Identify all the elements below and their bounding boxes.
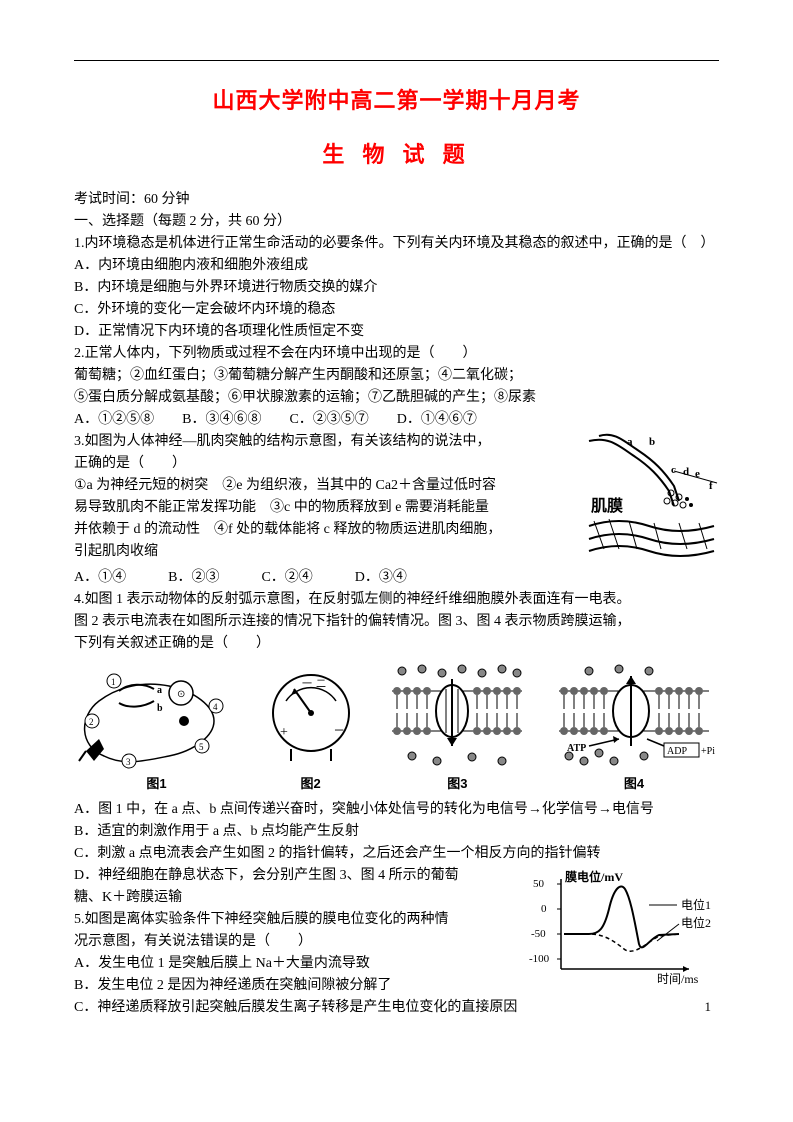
svg-text:5: 5 — [199, 742, 204, 752]
svg-text:0: 0 — [541, 903, 547, 915]
svg-text:b: b — [157, 703, 163, 714]
svg-text:b: b — [649, 436, 655, 448]
exam-title: 山西大学附中高二第一学期十月月考 — [74, 83, 719, 115]
q4-stem3: 下列有关叙述正确的是（ ） — [74, 633, 719, 655]
section-heading: 一、选择题（每题 2 分，共 60 分） — [74, 211, 719, 233]
q4-fig-labels: 图1 图2 图3 图4 — [74, 773, 719, 795]
svg-text:50: 50 — [533, 878, 545, 890]
q4-fig1: ⊙ a b 1 2 3 4 5 — [74, 661, 239, 771]
q3-fig-label: 肌膜 — [591, 497, 623, 515]
q4-optB: B．适宜的刺激作用于 a 点、b 点均能产生反射 — [74, 821, 719, 843]
q3-block: a b c d e f — [74, 431, 719, 567]
svg-text:2: 2 — [89, 717, 94, 727]
q4-stem1: 4.如图 1 表示动物体的反射弧示意图，在反射弧左侧的神经纤维细胞膜外表面连有一… — [74, 589, 719, 611]
exam-subtitle: 生 物 试 题 — [74, 137, 719, 169]
q2-stem: 2.正常人体内，下列物质或过程不会在内环境中出现的是（ ） — [74, 343, 719, 365]
q4-fig4: ATP ADP +Pi — [549, 661, 719, 771]
exam-page: 山西大学附中高二第一学期十月月考 生 物 试 题 考试时间：60 分钟 一、选择… — [0, 0, 793, 1049]
q4-optC: C．刺激 a 点电流表会产生如图 2 的指针偏转，之后还会产生一个相反方向的指针… — [74, 843, 719, 865]
svg-text:+: + — [280, 725, 288, 740]
q4-figures: ⊙ a b 1 2 3 4 5 — [74, 661, 719, 771]
top-rule — [74, 60, 719, 61]
fig3-label: 图3 — [382, 773, 532, 795]
svg-text:a: a — [157, 685, 162, 696]
body: 考试时间：60 分钟 一、选择题（每题 2 分，共 60 分） 1.内环境稳态是… — [74, 189, 719, 1019]
q1-stem: 1.内环境稳态是机体进行正常生命活动的必要条件。下列有关内环境及其稳态的叙述中，… — [74, 233, 719, 255]
svg-text:-100: -100 — [529, 953, 550, 965]
svg-text:二: 二 — [316, 679, 326, 690]
q5-chart: 50 0 -50 -100 膜电位/mV 时间/ms 电位1 — [529, 869, 719, 997]
q3-opts: A．①④ B．②③ C．②④ D．③④ — [74, 567, 719, 589]
svg-text:a: a — [627, 436, 633, 448]
q3-figure: a b c d e f — [579, 431, 719, 567]
fig2-label: 图2 — [256, 773, 366, 795]
q2-opts: A．①②⑤⑧ B．③④⑥⑧ C．②③⑤⑦ D．①④⑥⑦ — [74, 409, 719, 431]
svg-text:d: d — [683, 466, 689, 478]
q1-optB: B．内环境是细胞与外界环境进行物质交换的媒介 — [74, 277, 719, 299]
svg-text:+Pi: +Pi — [701, 746, 715, 757]
q4-optA: A．图 1 中，在 a 点、b 点间传递兴奋时，突触小体处信号的转化为电信号→化… — [74, 799, 719, 821]
svg-text:3: 3 — [126, 757, 131, 767]
svg-text:电位2: 电位2 — [681, 915, 711, 930]
svg-text:时间/ms: 时间/ms — [657, 972, 699, 986]
svg-text:c: c — [671, 464, 676, 476]
q2-line3: ⑤蛋白质分解成氨基酸；⑥甲状腺激素的运输；⑦乙酰胆碱的产生；⑧尿素 — [74, 387, 719, 409]
q5-block: 50 0 -50 -100 膜电位/mV 时间/ms 电位1 — [74, 865, 719, 997]
svg-text:膜电位/mV: 膜电位/mV — [565, 869, 623, 884]
svg-text:⊙: ⊙ — [177, 689, 185, 700]
fig4-label: 图4 — [549, 773, 719, 795]
q4-stem2: 图 2 表示电流表在如图所示连接的情况下指针的偏转情况。图 3、图 4 表示物质… — [74, 611, 719, 633]
svg-text:一: 一 — [302, 679, 312, 690]
svg-text:ADP: ADP — [667, 746, 687, 757]
q2-line2: 葡萄糖；②血红蛋白；③葡萄糖分解产生丙酮酸和还原氢；④二氧化碳； — [74, 365, 719, 387]
svg-text:1: 1 — [111, 677, 116, 687]
q1-optA: A．内环境由细胞内液和细胞外液组成 — [74, 255, 719, 277]
svg-text:电位1: 电位1 — [681, 897, 711, 912]
page-number: 1 — [705, 999, 712, 1015]
svg-text:−: − — [334, 720, 344, 740]
q4-fig2: + − 一 二 — [256, 661, 366, 771]
q1-optD: D．正常情况下内环境的各项理化性质恒定不变 — [74, 321, 719, 343]
q4-fig3 — [382, 661, 532, 771]
svg-text:-50: -50 — [531, 928, 546, 940]
exam-time: 考试时间：60 分钟 — [74, 189, 719, 211]
fig1-label: 图1 — [74, 773, 239, 795]
q5-optC: C．神经递质释放引起突触后膜发生离子转移是产生电位变化的直接原因 — [74, 997, 719, 1019]
svg-text:ATP: ATP — [567, 743, 586, 754]
svg-text:4: 4 — [213, 702, 218, 712]
q1-optC: C．外环境的变化一定会破坏内环境的稳态 — [74, 299, 719, 321]
